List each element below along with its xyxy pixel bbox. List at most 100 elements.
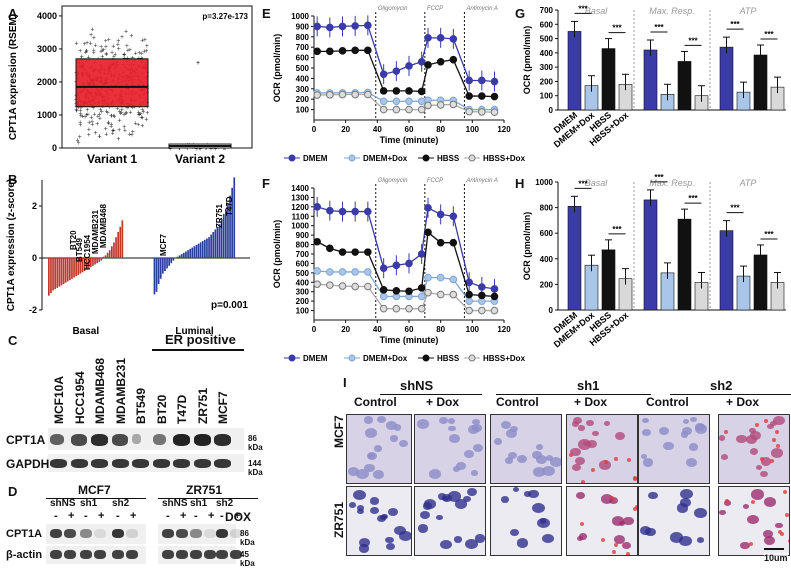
band-actin xyxy=(176,550,188,559)
data-point xyxy=(449,212,458,221)
bar-basal xyxy=(60,258,63,286)
data-point: + xyxy=(125,43,129,50)
data-point: + xyxy=(104,51,108,58)
data-point xyxy=(405,259,413,268)
x-tick-label: 60 xyxy=(405,325,414,334)
dox-plus: + xyxy=(234,510,241,522)
data-point: + xyxy=(78,122,82,129)
data-point: + xyxy=(104,44,108,51)
stain-dot xyxy=(627,458,632,463)
cell-nucleus xyxy=(669,532,683,543)
data-point xyxy=(326,23,334,32)
panel-label-d: D xyxy=(8,484,18,499)
data-point xyxy=(478,92,486,100)
cell-nucleus xyxy=(493,438,503,446)
data-point: + xyxy=(80,53,84,60)
sample-label-t47d: T47D xyxy=(175,394,189,424)
cell-nucleus xyxy=(386,542,395,550)
band-gapdh xyxy=(193,459,211,468)
data-point: + xyxy=(134,120,138,127)
cell-nucleus xyxy=(694,507,707,518)
bar-basal xyxy=(119,226,122,258)
stain-dot xyxy=(614,542,619,547)
mcf7-line-label: MCF7 xyxy=(78,483,111,497)
cell-nucleus xyxy=(448,491,461,502)
y-tick-label: 800 xyxy=(296,33,310,42)
p-value: p=3.27e-173 xyxy=(202,12,248,21)
cell-nucleus xyxy=(719,510,726,516)
cell-nucleus xyxy=(682,418,690,424)
data-point: + xyxy=(87,120,91,127)
y-tick-label: 1100 xyxy=(292,212,310,221)
bar-chart-b: -2 0 2 CPT1A expression (z-score) Basal Lumin… xyxy=(6,177,250,337)
data-point xyxy=(465,76,473,85)
bar-basal xyxy=(77,258,80,275)
y-tick-label: 300 xyxy=(296,85,310,94)
bar-luminal xyxy=(180,254,183,258)
cell-nucleus xyxy=(373,470,385,479)
data-point xyxy=(392,97,401,106)
data-point: + xyxy=(98,107,102,114)
cell-nucleus xyxy=(474,534,485,543)
data-point: + xyxy=(126,48,130,55)
stain-dot xyxy=(603,460,608,465)
x-tick-label: 40 xyxy=(373,325,382,334)
ihc-tile-mcf7-3 xyxy=(566,414,638,484)
data-point: + xyxy=(130,132,134,139)
data-point: + xyxy=(97,133,101,140)
data-point: + xyxy=(90,26,94,33)
data-point: + xyxy=(85,48,89,55)
bar-luminal xyxy=(206,238,208,258)
cell-line-label: BT20 xyxy=(69,230,78,250)
er-positive-line xyxy=(152,349,244,351)
data-point: + xyxy=(133,104,137,111)
cell-nucleus xyxy=(696,537,705,544)
data-point: + xyxy=(113,51,117,58)
data-point xyxy=(392,261,401,270)
bar-basal xyxy=(98,258,101,262)
bar-luminal xyxy=(153,258,156,295)
data-point: + xyxy=(100,54,104,61)
zr751-line-label: ZR751 xyxy=(186,483,223,497)
cell-nucleus xyxy=(348,501,357,508)
legend-label-hbss: HBSS xyxy=(437,354,460,363)
stain-dot xyxy=(783,489,788,494)
cell-nucleus xyxy=(370,497,380,505)
band-actin xyxy=(162,550,174,559)
data-point: + xyxy=(92,48,96,55)
y-tick-label: 200 xyxy=(296,297,310,306)
data-point: + xyxy=(146,104,150,111)
cell-nucleus xyxy=(592,430,599,436)
legend-marker xyxy=(468,354,476,362)
data-point xyxy=(364,268,372,276)
bar-DMEM xyxy=(643,199,658,311)
cell-nucleus xyxy=(535,454,547,464)
data-point: + xyxy=(106,120,110,127)
bar-basal xyxy=(79,258,82,274)
y-axis-label: OCR (pmol/min) xyxy=(272,34,282,103)
y-axis-label: CPT1A expression (z-score) xyxy=(6,179,17,311)
cell-nucleus xyxy=(356,469,369,480)
dox-plus: + xyxy=(98,510,105,522)
stain-dot xyxy=(769,459,774,464)
data-point xyxy=(326,206,334,215)
cell-nucleus xyxy=(719,435,726,441)
d-actin-size-label: 45 kDa xyxy=(240,550,255,568)
d-cpt1a-row-label: CPT1A xyxy=(6,528,43,540)
data-point: + xyxy=(78,48,82,55)
data-point: + xyxy=(137,50,141,57)
band-cpt1a xyxy=(190,529,202,538)
data-point: + xyxy=(87,132,91,139)
data-point: + xyxy=(82,41,86,48)
data-point: + xyxy=(84,49,88,56)
data-point xyxy=(364,282,372,291)
mcf7-underline xyxy=(46,498,146,499)
band-actin xyxy=(112,550,124,559)
stain-dot xyxy=(749,541,754,546)
cell-nucleus xyxy=(578,533,588,541)
band-gapdh xyxy=(132,459,149,468)
band-gapdh xyxy=(111,459,129,468)
x-tick-label: 100 xyxy=(466,325,480,334)
stain-dot xyxy=(632,506,637,511)
data-point xyxy=(351,207,359,216)
